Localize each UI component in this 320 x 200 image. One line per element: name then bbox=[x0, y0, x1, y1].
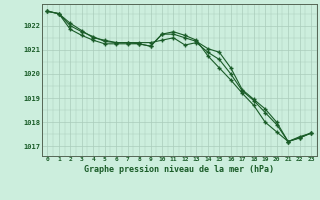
X-axis label: Graphe pression niveau de la mer (hPa): Graphe pression niveau de la mer (hPa) bbox=[84, 165, 274, 174]
